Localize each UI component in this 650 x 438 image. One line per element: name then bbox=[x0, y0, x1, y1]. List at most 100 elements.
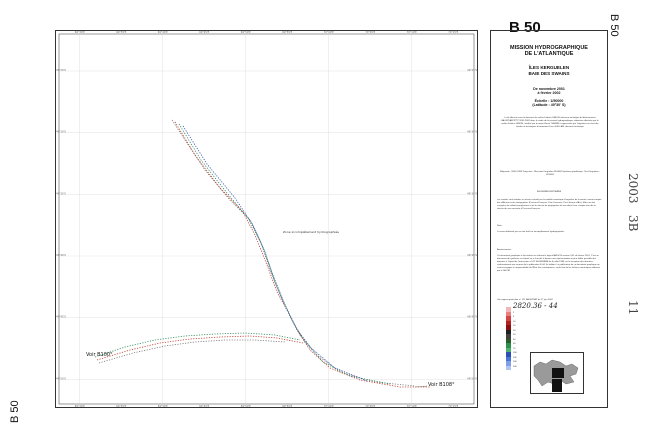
tick-label-bottom: 69°45'E bbox=[199, 404, 209, 408]
depth-legend-row: 15 bbox=[506, 325, 520, 330]
tick-label-top: 69°50'E bbox=[241, 30, 251, 34]
depth-color-swatch bbox=[506, 329, 511, 334]
area-title: ÎLES KERGUELEN BAIE DES SWAINS bbox=[491, 65, 607, 76]
depth-label: 300 bbox=[513, 365, 517, 368]
tick-label-bottom: 69°35'E bbox=[116, 404, 126, 408]
survey-dates: De novembre 2001 à février 2002 bbox=[491, 87, 607, 95]
depth-legend-row: 50 bbox=[506, 343, 520, 348]
depth-color-swatch bbox=[506, 307, 511, 312]
tick-label-left: 49°50'S bbox=[56, 376, 66, 380]
depth-label: 20 bbox=[513, 329, 516, 332]
depth-label: 5 bbox=[513, 316, 515, 318]
tick-label-bottom: 70°00'E bbox=[324, 404, 334, 408]
inset-drawing bbox=[531, 353, 583, 393]
inner-frame bbox=[58, 33, 475, 405]
handwritten-page: 11 bbox=[626, 300, 640, 316]
warning-body: Ce document graphique a été réalisé en u… bbox=[497, 255, 601, 272]
depth-label: 40 bbox=[513, 338, 516, 341]
see-b108-label[interactable]: Voir B108° bbox=[428, 382, 455, 388]
depth-color-swatch bbox=[506, 325, 511, 330]
depth-color-swatch bbox=[506, 320, 511, 325]
survey-dates-line2: à février 2002 bbox=[537, 91, 561, 96]
depth-color-swatch bbox=[506, 365, 511, 370]
depth-label: 150 bbox=[513, 356, 517, 359]
map-scale-line2: (Latitude : 49°30' S) bbox=[532, 103, 566, 108]
tick-label-right: 49°45'S bbox=[467, 315, 477, 319]
tick-label-top: 69°30'E bbox=[75, 30, 85, 34]
depth-color-swatch bbox=[506, 352, 511, 357]
depth-color-swatch bbox=[506, 347, 511, 352]
tick-label-bottom: 69°30'E bbox=[75, 404, 85, 408]
map-scale: Échelle : 1/50000 (Latitude : 49°30' S) bbox=[491, 99, 607, 108]
depth-label: 2 bbox=[513, 311, 515, 314]
depth-legend-row: 20 bbox=[506, 329, 520, 334]
sounding-track bbox=[96, 335, 304, 361]
depth-legend-row: 100 bbox=[506, 352, 520, 357]
note-body: La zone délimitée par un trait fictif es… bbox=[497, 231, 565, 233]
tick-label-top: 70°10'E bbox=[407, 30, 417, 34]
sounding-track bbox=[174, 121, 430, 388]
see-b100-label[interactable]: Voir B100° bbox=[86, 352, 113, 358]
depth-legend-row: 300 bbox=[506, 365, 520, 370]
depth-label: 10 bbox=[513, 320, 516, 323]
note-heading: Nota : bbox=[497, 225, 503, 227]
survey-credits: Levé effectué sous la direction du maîtr… bbox=[501, 117, 599, 128]
geodesy-info: Ellipsoïde : WGS 1984 Projection : Merca… bbox=[500, 171, 600, 176]
depth-label: 15 bbox=[513, 325, 516, 327]
tick-label-bottom: 69°50'E bbox=[241, 404, 251, 408]
tick-label-left: 49°45'S bbox=[56, 315, 66, 319]
tick-label-top: 70°05'E bbox=[365, 30, 375, 34]
tick-label-top: 70°15'E bbox=[448, 30, 458, 34]
survey-dates-line1: De novembre 2001 bbox=[533, 87, 565, 91]
report-reference: Voir rapport particulier n° 121 BAOMT/AP… bbox=[497, 299, 553, 301]
depth-legend-row: 75 bbox=[506, 347, 520, 352]
unit-note: Les sondes sont réelles bbox=[536, 191, 562, 193]
depth-color-swatch bbox=[506, 356, 511, 361]
tick-label-bottom: 70°15'E bbox=[448, 404, 458, 408]
tick-label-top: 69°40'E bbox=[158, 30, 168, 34]
tick-label-left: 49°35'S bbox=[56, 191, 66, 195]
area-title-line1: ÎLES KERGUELEN bbox=[528, 65, 570, 70]
mission-title-line1: MISSION HYDROGRAPHIQUE bbox=[510, 45, 588, 51]
area-title-line2: BAIE DES SWAINS bbox=[528, 70, 570, 76]
depth-legend-row: 2 bbox=[506, 311, 520, 316]
sheet-number-bottom: B 50 bbox=[9, 400, 21, 423]
depth-legend-row: 200 bbox=[506, 361, 520, 366]
depth-color-swatch bbox=[506, 338, 511, 343]
handwritten-index: 3B bbox=[626, 215, 640, 232]
depth-legend-row: 10 bbox=[506, 320, 520, 325]
depth-color-swatch bbox=[506, 311, 511, 316]
depth-label: 0 bbox=[513, 307, 515, 309]
depth-legend-row: 30 bbox=[506, 334, 520, 339]
incomplete-survey-note: Zone incomplètement hydrographiée bbox=[283, 230, 340, 234]
sounding-track bbox=[94, 332, 301, 358]
depth-color-swatch bbox=[506, 316, 511, 321]
tick-label-right: 49°35'S bbox=[467, 191, 477, 195]
sounding-track bbox=[182, 125, 368, 382]
pointer-line bbox=[414, 385, 428, 388]
mission-title: MISSION HYDROGRAPHIQUE DE L'ATLANTIQUE bbox=[491, 45, 607, 57]
sheet-number-rotated: B 50 bbox=[608, 14, 620, 37]
map-frame bbox=[55, 30, 478, 408]
tick-label-right: 49°50'S bbox=[467, 376, 477, 380]
tick-label-bottom: 70°05'E bbox=[365, 404, 375, 408]
warning-heading: Avertissement : bbox=[497, 249, 513, 251]
depth-legend: 0 2 5 10 15 20 30 40 50 75 100 150 200 300 bbox=[506, 307, 520, 370]
depth-color-swatch bbox=[506, 361, 511, 366]
tick-label-left: 49°25'S bbox=[56, 68, 66, 72]
depth-color-swatch bbox=[506, 334, 511, 339]
tick-label-bottom: 69°55'E bbox=[282, 404, 292, 408]
sounding-note: Les sondes sont réduites au niveau calcu… bbox=[497, 199, 602, 210]
sheet-number: B 50 bbox=[509, 19, 541, 36]
depth-label: 50 bbox=[513, 343, 516, 345]
tick-label-right: 49°40'S bbox=[467, 253, 477, 257]
tick-label-top: 70°00'E bbox=[324, 30, 334, 34]
tick-label-left: 49°30'S bbox=[56, 130, 66, 134]
tick-label-right: 49°30'S bbox=[467, 130, 477, 134]
depth-label: 75 bbox=[513, 347, 516, 350]
tick-label-top: 69°35'E bbox=[116, 30, 126, 34]
depth-label: 30 bbox=[513, 334, 516, 336]
sheet-location-box bbox=[552, 368, 564, 378]
bathymetric-map[interactable]: 69°30'E 69°30'E 69°35'E 69°35'E 69°40'E 69°40… bbox=[55, 30, 478, 408]
tick-label-right: 49°25'S bbox=[467, 68, 477, 72]
